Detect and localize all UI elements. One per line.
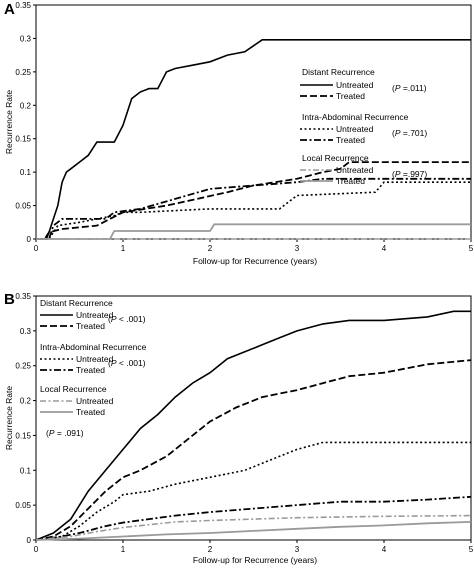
- legend-group: Intra-Abdominal Recurrence UntreatedTreat…: [300, 112, 427, 145]
- legend-item-label: Untreated: [76, 396, 114, 406]
- legend-heading: Local Recurrence: [302, 153, 369, 163]
- legend-item-label: Untreated: [76, 354, 114, 364]
- series-line-5: [35, 514, 472, 541]
- legend-group: Intra-Abdominal Recurrence UntreatedTreat…: [40, 342, 147, 375]
- panel-letter: A: [4, 1, 15, 18]
- x-tick-label: 5: [469, 244, 474, 253]
- x-tick-label: 2: [208, 244, 213, 253]
- series-line-1: [35, 310, 471, 541]
- y-tick-label: 0.05: [15, 202, 31, 211]
- chart-panel-b: B 0 0.05 0.1 0.15 0.2 0.25 0.3 0.35 0 1 2 3 4 5 Follow-…: [4, 291, 474, 565]
- plot-frame: [35, 295, 472, 541]
- legend-item-label: Treated: [76, 407, 105, 417]
- legend-item-label: Treated: [336, 135, 365, 145]
- series-line-6: [36, 223, 471, 240]
- p-value: (P =.701): [392, 128, 427, 138]
- y-tick-label: 0.3: [20, 327, 32, 336]
- x-tick-label: 5: [469, 545, 474, 554]
- y-tick-label: 0.1: [20, 168, 32, 177]
- y-tick-label: 0.2: [20, 397, 32, 406]
- y-tick-label: 0.35: [15, 1, 31, 10]
- legend-heading: Distant Recurrence: [40, 298, 113, 308]
- x-tick-label: 4: [382, 545, 387, 554]
- y-tick-label: 0.15: [15, 135, 31, 144]
- y-axis-label: Recurrence Rate: [4, 386, 14, 451]
- series-line-1: [36, 39, 471, 240]
- series-line-2: [35, 359, 472, 541]
- legend-item-label: Untreated: [336, 124, 374, 134]
- p-value: (P =.997): [392, 169, 427, 179]
- x-tick-label: 0: [34, 244, 39, 253]
- x-tick-label: 3: [295, 244, 300, 253]
- series-line-2: [36, 161, 471, 240]
- series-line-6: [35, 521, 472, 541]
- chart-panel-a: A 0 0.05 0.1 0.15 0.2 0.25 0.3 0.35 0 1 2 3 4 5 Follow-…: [4, 1, 474, 266]
- series-line-4: [36, 177, 471, 240]
- legend-heading: Intra-Abdominal Recurrence: [40, 342, 147, 352]
- y-tick-label: 0: [27, 235, 32, 244]
- y-tick-label: 0.2: [20, 101, 32, 110]
- legend-item-label: Treated: [336, 91, 365, 101]
- legend-heading: Intra-Abdominal Recurrence: [302, 112, 409, 122]
- p-value: (P =.011): [392, 83, 427, 93]
- legend-item-label: Untreated: [336, 80, 374, 90]
- x-tick-label: 1: [121, 244, 126, 253]
- x-tick-label: 4: [382, 244, 387, 253]
- y-tick-label: 0: [27, 536, 32, 545]
- series-line-4: [35, 495, 472, 541]
- y-tick-label: 0.25: [15, 68, 31, 77]
- y-tick-label: 0.15: [15, 431, 31, 440]
- y-tick-label: 0.05: [15, 501, 31, 510]
- y-tick-label: 0.1: [20, 466, 32, 475]
- legend-heading: Distant Recurrence: [302, 67, 375, 77]
- y-tick-label: 0.35: [15, 292, 31, 301]
- series-line-3: [35, 441, 471, 541]
- legend-item-label: Treated: [336, 176, 365, 186]
- y-tick-label: 0.25: [15, 362, 31, 371]
- x-tick-label: 1: [121, 545, 126, 554]
- legend-item-label: Untreated: [76, 310, 114, 320]
- legend-heading: Local Recurrence: [40, 384, 107, 394]
- panel-letter: B: [4, 291, 15, 308]
- x-axis-label: Follow-up for Recurrence (years): [193, 256, 317, 266]
- x-tick-label: 0: [34, 545, 39, 554]
- x-tick-label: 3: [295, 545, 300, 554]
- p-value: (P < .001): [108, 314, 146, 324]
- p-value: (P = .091): [46, 428, 84, 438]
- x-axis-label: Follow-up for Recurrence (years): [193, 555, 317, 565]
- legend-item-label: Untreated: [336, 165, 374, 175]
- x-tick-label: 2: [208, 545, 213, 554]
- series-line-3: [36, 181, 471, 240]
- legend-item-label: Treated: [76, 365, 105, 375]
- p-value: (P < .001): [108, 358, 146, 368]
- y-tick-label: 0.3: [20, 34, 32, 43]
- legend-item-label: Treated: [76, 321, 105, 331]
- y-axis-label: Recurrence Rate: [4, 90, 14, 155]
